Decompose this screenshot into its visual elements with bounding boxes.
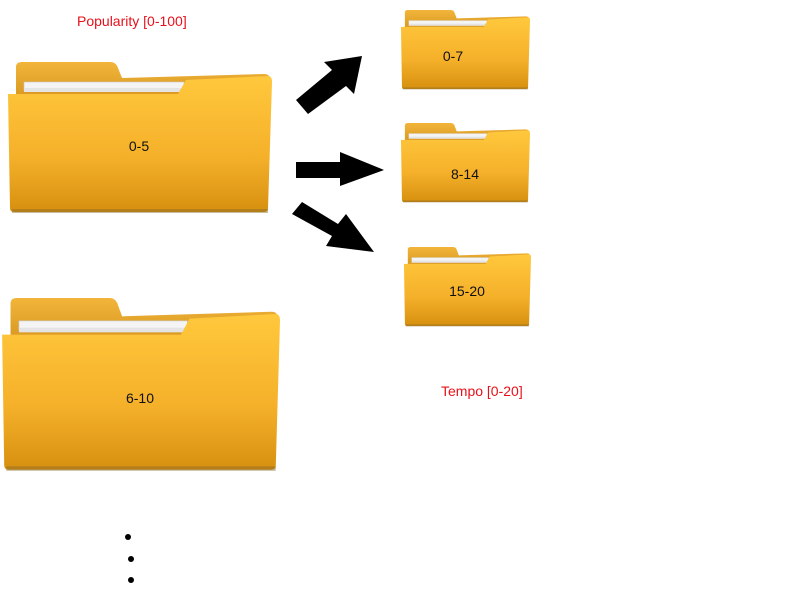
folder-icon — [400, 123, 530, 203]
tempo-title: Tempo [0-20] — [441, 383, 523, 399]
folder-tempo-15-20[interactable]: 15-20 — [403, 247, 531, 327]
arrow-down-right-icon — [292, 202, 374, 252]
folder-label: 8-14 — [450, 166, 480, 182]
folder-label: 0-5 — [128, 138, 150, 154]
arrow-up-right-icon — [296, 56, 362, 114]
popularity-title: Popularity [0-100] — [77, 13, 187, 29]
folder-label: 6-10 — [125, 390, 155, 406]
arrow-right-icon — [296, 152, 384, 186]
folder-tempo-0-7[interactable]: 0-7 — [400, 10, 530, 90]
folder-label: 15-20 — [449, 283, 485, 299]
folder-icon — [2, 298, 281, 471]
folder-tempo-8-14[interactable]: 8-14 — [400, 123, 530, 203]
folder-popularity-6-10[interactable]: 6-10 — [0, 298, 281, 472]
continuation-dot — [128, 556, 134, 562]
continuation-dot — [125, 534, 131, 540]
folder-icon — [8, 62, 272, 213]
folder-icon — [403, 247, 531, 327]
folder-popularity-0-5[interactable]: 0-5 — [6, 62, 272, 214]
continuation-dot — [128, 577, 134, 583]
folder-icon — [400, 10, 530, 90]
folder-label: 0-7 — [442, 48, 464, 64]
